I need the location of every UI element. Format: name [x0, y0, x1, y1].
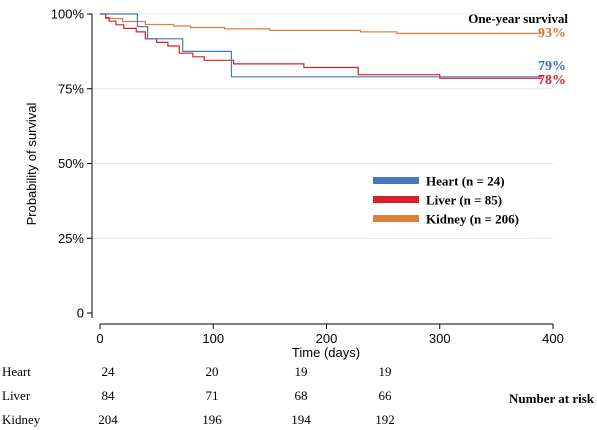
legend-swatch-liver: [373, 196, 419, 203]
y-tick-label: 100%: [51, 7, 85, 22]
legend: Heart (n = 24) Liver (n = 85) Kidney (n = …: [366, 170, 532, 238]
y-tick-label: 75%: [58, 81, 84, 96]
grid-lines: [93, 13, 553, 239]
annotation-kidney: 93%: [538, 26, 566, 41]
x-axis-label: Time (days): [292, 345, 360, 360]
risk-count: 196: [202, 412, 222, 427]
risk-row-label-heart: Heart: [2, 364, 31, 379]
risk-row-label-liver: Liver: [2, 388, 31, 403]
risk-row-label-kidney: Kidney: [2, 412, 41, 427]
survival-annotations: 79%78% 93%: [538, 26, 566, 88]
x-tick-label: 100: [202, 331, 224, 346]
annotation-title: One-year survival: [468, 11, 568, 26]
series-line-heart: [100, 13, 542, 78]
risk-count: 19: [295, 364, 308, 379]
series-line-liver: [100, 13, 542, 79]
risk-count: 204: [98, 412, 118, 427]
legend-swatch-heart: [373, 177, 419, 184]
y-ticks: 0 25% 50% 75% 100%: [51, 7, 92, 321]
risk-count: 192: [375, 412, 395, 427]
annotation-heart: 79%: [538, 59, 566, 74]
y-tick-label: 25%: [58, 231, 84, 246]
y-axis-label: Probability of survival: [24, 102, 39, 225]
risk-count: 24: [102, 364, 116, 379]
risk-table: Heart 24 20 19 19 Liver 84 71 68 66 Kidney 204 196 19…: [2, 364, 595, 427]
legend-label-liver: Liver (n = 85): [426, 193, 502, 208]
risk-count: 68: [295, 388, 308, 403]
risk-count: 19: [379, 364, 392, 379]
risk-count: 20: [206, 364, 219, 379]
risk-count: 66: [379, 388, 393, 403]
y-tick-label: 0: [77, 306, 84, 321]
y-tick-label: 50%: [58, 156, 84, 171]
x-tick-label: 0: [96, 331, 103, 346]
risk-count: 194: [291, 412, 311, 427]
risk-count: 71: [206, 388, 219, 403]
x-tick-label: 300: [429, 331, 451, 346]
legend-swatch-kidney: [373, 215, 419, 222]
legend-label-heart: Heart (n = 24): [426, 174, 505, 189]
risk-table-label: Number at risk: [509, 391, 595, 406]
x-tick-label: 400: [542, 331, 564, 346]
risk-count: 84: [102, 388, 116, 403]
series-line-kidney: [100, 13, 542, 34]
survival-curves: [100, 13, 542, 79]
x-tick-label: 200: [316, 331, 338, 346]
axes: [91, 14, 553, 325]
legend-label-kidney: Kidney (n = 206): [426, 212, 519, 227]
annotation-liver: 78%: [538, 73, 566, 88]
x-ticks: 0 100 200 300 400: [96, 324, 564, 346]
